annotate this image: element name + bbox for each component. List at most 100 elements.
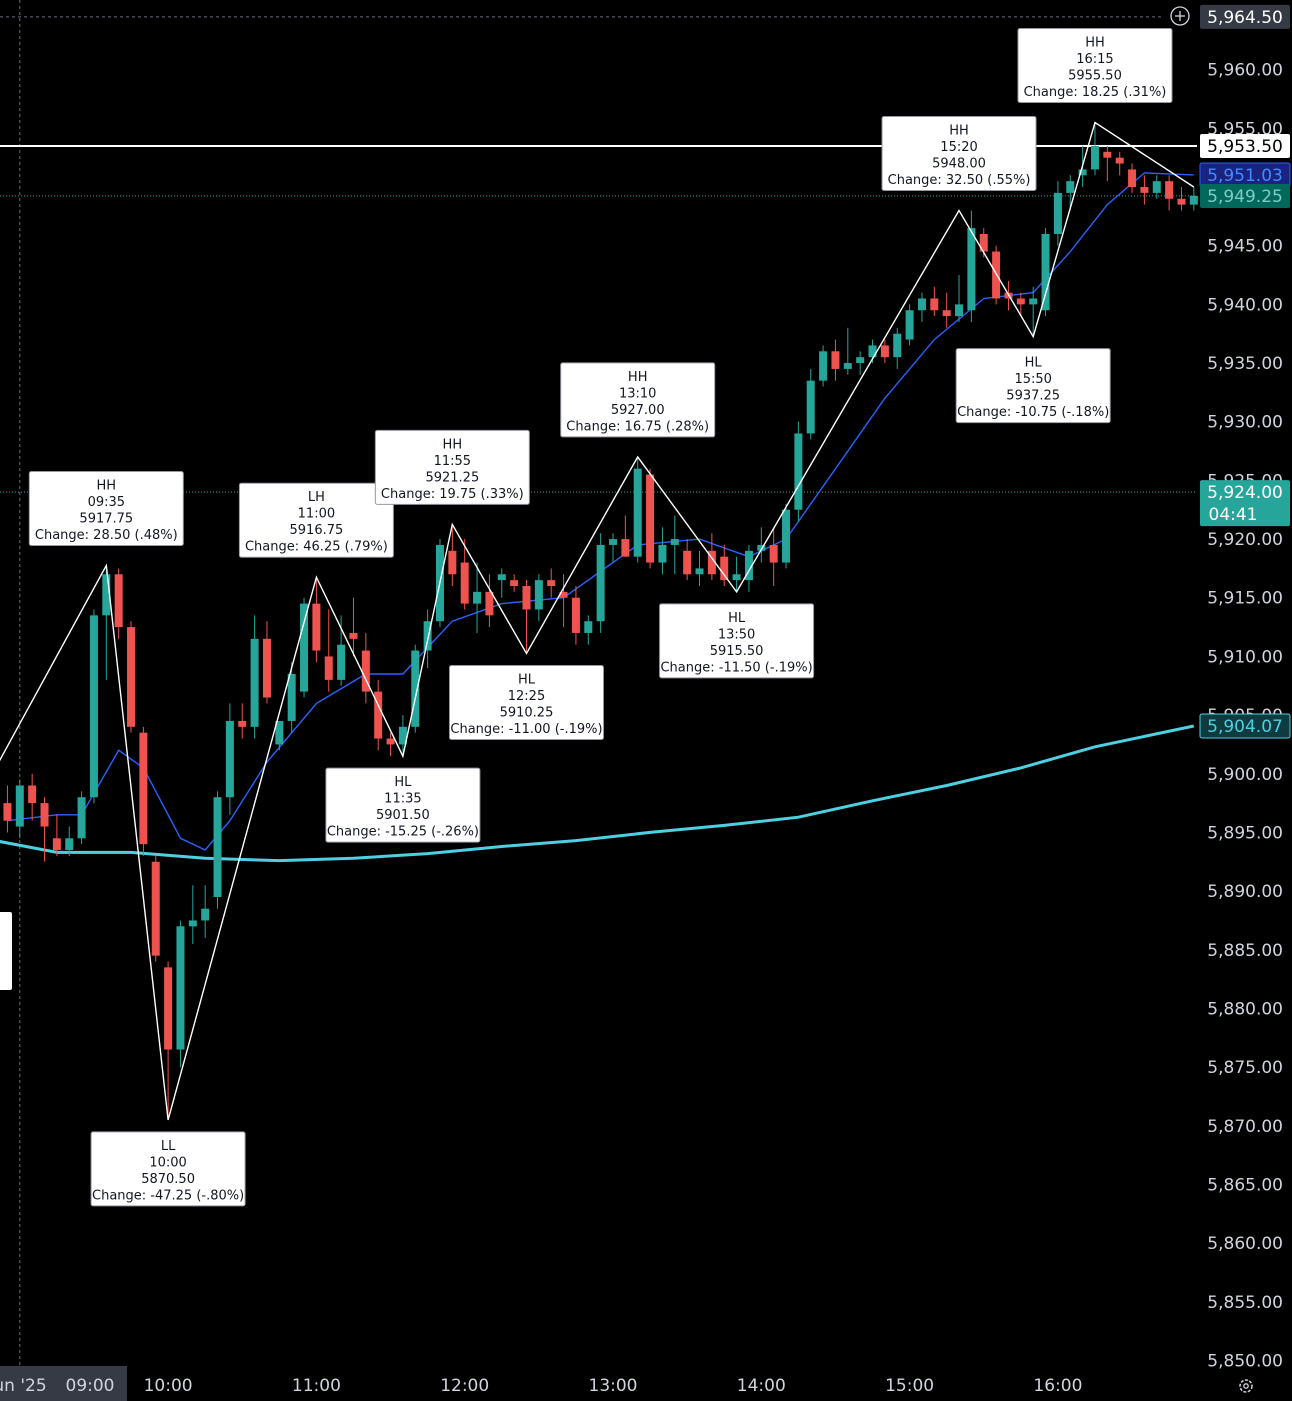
x-tick-label: 13:00 bbox=[589, 1376, 638, 1396]
y-tick-label: 5,880.00 bbox=[1207, 999, 1283, 1019]
y-tick-label: 5,935.00 bbox=[1207, 354, 1283, 374]
candle bbox=[571, 586, 580, 645]
candle-body bbox=[176, 926, 185, 1050]
candle bbox=[225, 703, 234, 815]
swing-label-box bbox=[955, 348, 1111, 424]
candle-body bbox=[3, 803, 12, 821]
x-tick-label: 15:00 bbox=[885, 1376, 934, 1396]
clipped-swing-label bbox=[0, 912, 12, 990]
candle bbox=[744, 544, 753, 592]
candle-body bbox=[28, 785, 37, 804]
candle bbox=[127, 621, 136, 733]
price-tag-countdown: 04:41 bbox=[1209, 505, 1258, 525]
price-tag-ema-fast: 5,951.03 bbox=[1199, 162, 1291, 188]
swing-label-text: Change: -11.00 (-.19%) bbox=[450, 722, 602, 737]
candle-body bbox=[905, 310, 914, 340]
swing-label-box bbox=[325, 767, 481, 843]
candle-body bbox=[1128, 169, 1137, 188]
candle bbox=[1041, 228, 1050, 317]
candle-body bbox=[1165, 181, 1174, 199]
y-tick-label: 5,850.00 bbox=[1207, 1352, 1283, 1372]
candle bbox=[374, 679, 383, 751]
price-tag-box bbox=[1200, 480, 1290, 527]
candle bbox=[596, 533, 605, 633]
swing-label-text: 11:35 bbox=[384, 792, 421, 807]
swing-label-text: 5870.50 bbox=[141, 1172, 195, 1187]
candle-body bbox=[930, 298, 939, 311]
candle bbox=[1177, 187, 1186, 211]
candle bbox=[522, 580, 531, 654]
candle bbox=[473, 562, 482, 633]
gear-outer bbox=[1239, 1379, 1253, 1393]
candle bbox=[312, 577, 321, 663]
candle bbox=[300, 597, 309, 698]
plus-circle-icon[interactable] bbox=[1170, 6, 1190, 26]
swing-label-box bbox=[238, 482, 394, 558]
swing-label-text: 11:00 bbox=[298, 507, 335, 522]
swing-label-text: 5927.00 bbox=[611, 403, 665, 418]
candle bbox=[967, 210, 976, 322]
candle bbox=[992, 245, 1001, 305]
candle bbox=[262, 621, 271, 704]
swing-label-text: 5948.00 bbox=[932, 156, 986, 171]
candle bbox=[757, 527, 766, 563]
gear-icon[interactable] bbox=[1239, 1379, 1253, 1393]
swing-label-text: HH bbox=[1085, 35, 1105, 50]
candle-body bbox=[213, 797, 222, 897]
swing-label-text: Change: -47.25 (-.80%) bbox=[92, 1188, 244, 1203]
price-tag-label: 5,924.00 bbox=[1207, 483, 1283, 503]
candle bbox=[1140, 175, 1149, 205]
candle bbox=[843, 327, 852, 375]
candle-body bbox=[819, 351, 828, 381]
candle-body bbox=[621, 539, 630, 557]
swing-label-text: Change: 32.50 (.55%) bbox=[888, 173, 1031, 188]
swing-label-text: 10:00 bbox=[149, 1155, 186, 1170]
candle bbox=[880, 339, 889, 364]
candle bbox=[201, 885, 210, 939]
candle bbox=[188, 885, 197, 944]
candle bbox=[3, 785, 12, 833]
candle bbox=[955, 275, 964, 322]
candle bbox=[448, 524, 457, 587]
candle-body bbox=[559, 591, 568, 598]
candle-body bbox=[707, 550, 716, 575]
candle bbox=[28, 773, 37, 821]
y-tick-label: 5,945.00 bbox=[1207, 237, 1283, 257]
candle bbox=[930, 286, 939, 317]
swing-label-text: 5955.50 bbox=[1068, 68, 1122, 83]
candle-body bbox=[856, 357, 865, 364]
candle bbox=[782, 503, 791, 569]
y-tick-label: 5,930.00 bbox=[1207, 413, 1283, 433]
y-tick-label: 5,960.00 bbox=[1207, 61, 1283, 81]
swing-label-box bbox=[560, 362, 716, 438]
candle-body bbox=[1177, 198, 1186, 205]
candle-body bbox=[374, 691, 383, 739]
candle-body bbox=[324, 656, 333, 680]
candle-body bbox=[831, 351, 840, 369]
candle-body bbox=[201, 908, 210, 921]
candle-body bbox=[955, 304, 964, 317]
candle-body bbox=[349, 632, 358, 639]
x-tick-label: 10:00 bbox=[144, 1376, 193, 1396]
candle bbox=[40, 797, 49, 862]
candle bbox=[1128, 163, 1137, 193]
candle bbox=[905, 304, 914, 346]
candle bbox=[337, 615, 346, 686]
candle-body bbox=[893, 333, 902, 358]
swing-label-box bbox=[659, 603, 815, 679]
swing-label-box bbox=[28, 470, 184, 546]
swing-label-text: Change: -11.50 (-.19%) bbox=[660, 660, 812, 675]
candle bbox=[720, 544, 729, 587]
